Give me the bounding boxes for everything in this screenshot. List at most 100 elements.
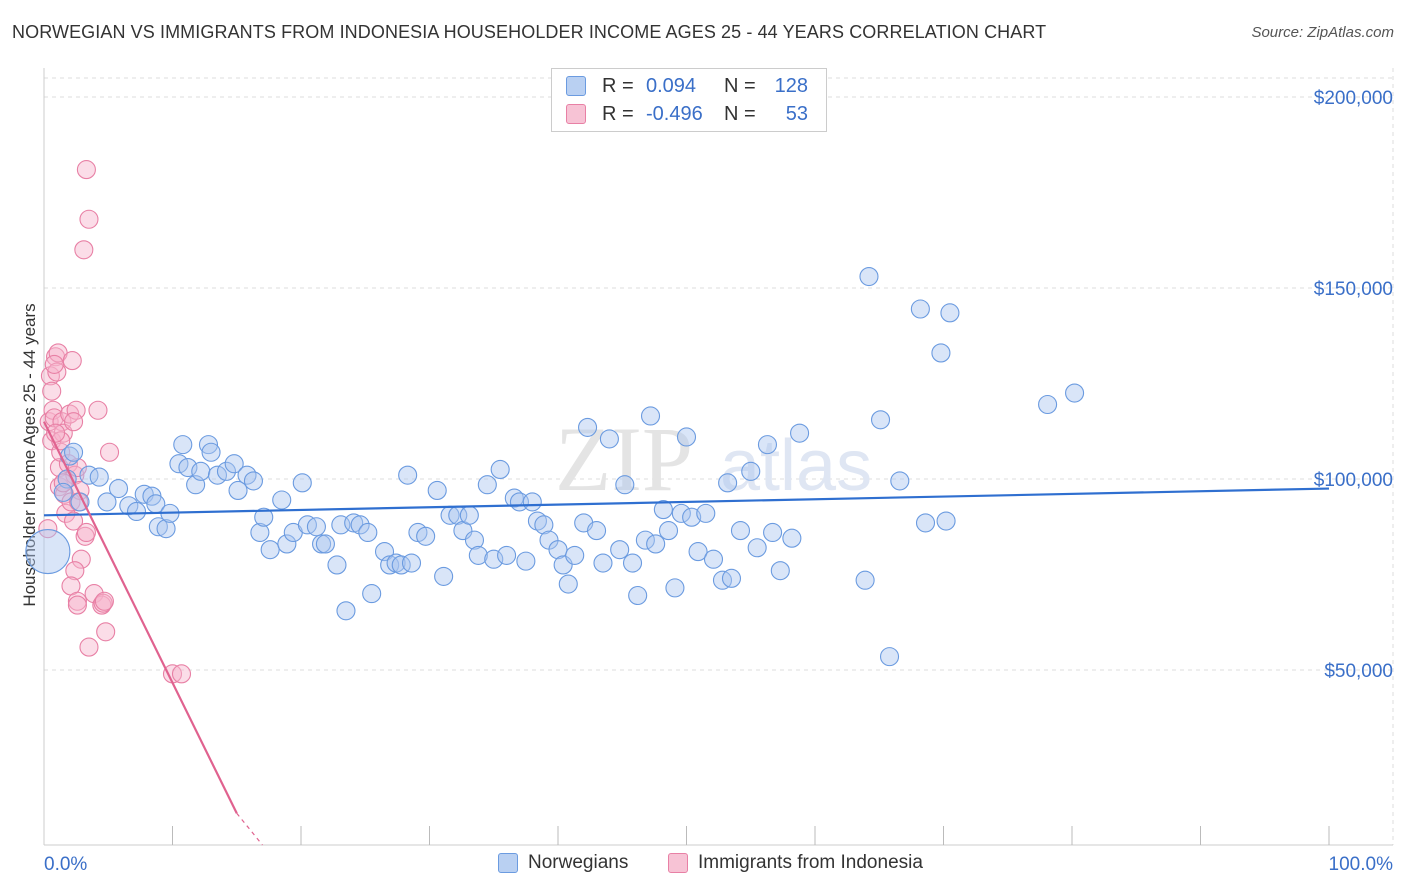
y-tick-label-2: $150,000 [1314, 279, 1393, 300]
norwegian-point [770, 561, 790, 581]
norwegian-point [879, 647, 900, 667]
norwegian-point [534, 515, 554, 535]
norwegian-point [790, 423, 810, 443]
watermark-zip: ZIP [555, 408, 693, 510]
norwegian-point [665, 578, 685, 598]
legend-swatch-indonesia [566, 104, 586, 124]
norwegian-point [548, 540, 568, 560]
watermark-atlas: atlas [720, 426, 872, 506]
legend-row-norwegians: R = 0.094 N = 128 [566, 73, 808, 99]
trend-line-norwegians [43, 487, 1330, 517]
norwegian-point [243, 471, 264, 491]
norwegian-point [315, 534, 335, 554]
x-tick-labels: 0.0% 100.0% [44, 854, 1393, 875]
norwegian-point [53, 482, 73, 502]
norwegian-point [477, 475, 497, 495]
norwegian-point [688, 542, 708, 562]
norwegian-point [682, 507, 702, 527]
norwegian-point [468, 545, 488, 565]
indonesia-point [88, 400, 108, 420]
norwegian-point [870, 410, 891, 430]
watermark: ZIP atlas [555, 408, 872, 510]
norwegian-point [763, 522, 783, 543]
norwegian-point [522, 492, 542, 512]
norwegian-point [380, 555, 400, 575]
chart-title: NORWEGIAN VS IMMIGRANTS FROM INDONESIA H… [12, 22, 1047, 42]
norwegian-point [201, 442, 221, 462]
indonesia-point [171, 664, 192, 684]
norwegian-point [427, 480, 447, 501]
legend-row-indonesia: R = -0.496 N = 53 [566, 101, 808, 127]
legend-r-value: -0.496 [646, 102, 703, 125]
norwegian-point [89, 467, 109, 487]
norwegian-point [254, 507, 274, 527]
indonesia-point [65, 561, 85, 581]
norwegian-point [586, 521, 607, 541]
norwegian-point [272, 490, 292, 510]
indonesia-point [67, 595, 87, 615]
norwegian-point [490, 459, 510, 480]
indonesia-point [42, 381, 62, 401]
indonesia-point [64, 511, 84, 531]
norwegian-point [599, 429, 619, 449]
norwegian-point [782, 528, 802, 548]
norwegian-point [416, 526, 436, 546]
y-tick-label-1: $100,000 [1314, 470, 1393, 491]
norwegian-point [484, 549, 504, 569]
norwegian-point [671, 503, 691, 523]
legend-n-value: 128 [774, 74, 808, 97]
points-indonesia [38, 160, 192, 684]
norwegian-point [696, 503, 716, 523]
series-swatch-indonesia [668, 853, 688, 873]
series-legend-norwegians: Norwegians [498, 852, 628, 874]
norwegian-point [578, 417, 598, 437]
indonesia-point [94, 591, 114, 611]
norwegian-point [915, 513, 936, 533]
series-legend: Norwegians Immigrants from Indonesia [0, 852, 1406, 876]
norwegian-point [228, 480, 248, 501]
norwegian-point [398, 465, 418, 485]
norwegian-point [676, 427, 697, 447]
norwegian-point [622, 553, 643, 573]
axes [43, 68, 1393, 846]
indonesia-point [79, 209, 99, 229]
norwegian-point [859, 266, 879, 287]
source-credit: Source: ZipAtlas.com [1251, 24, 1394, 41]
norwegian-point [306, 517, 326, 537]
norwegian-point [292, 473, 312, 493]
norwegian-point [1038, 394, 1058, 415]
norwegian-point [931, 343, 951, 363]
indonesia-point [96, 622, 116, 642]
y-tick-labels: $50,000 $100,000 $150,000 $200,000 [1314, 88, 1393, 682]
series-label-norwegians: Norwegians [528, 852, 629, 873]
norwegian-point [890, 471, 910, 491]
x-ticks [172, 826, 1330, 845]
norwegian-point [148, 517, 168, 537]
x-tick-label-max: 100.0% [1329, 854, 1394, 875]
norwegian-point [936, 511, 956, 531]
indonesia-point [44, 354, 64, 374]
norwegian-point [434, 566, 454, 586]
stats-legend: R = 0.094 N = 128 R = -0.496 N = 53 [551, 68, 827, 132]
norwegian-point [362, 584, 382, 604]
legend-swatch-norwegians [566, 76, 586, 96]
indonesia-point [79, 637, 99, 657]
norwegian-point [516, 551, 536, 571]
norwegian-point [646, 534, 666, 554]
norwegian-point [703, 549, 724, 569]
indonesia-point [76, 522, 96, 543]
points-norwegians [25, 266, 1085, 667]
norwegian-point [198, 435, 219, 455]
series-legend-indonesia: Immigrants from Indonesia [668, 852, 923, 874]
norwegian-point [653, 500, 673, 520]
indonesia-point [38, 519, 58, 539]
indonesia-point [47, 362, 67, 382]
norwegian-point [558, 574, 578, 594]
norwegian-point [747, 538, 767, 558]
norwegian-point [504, 488, 524, 508]
norwegian-point [250, 522, 270, 543]
norwegian-point [635, 530, 655, 550]
indonesia-point [99, 442, 120, 462]
norwegian-point [610, 540, 630, 560]
norwegian-point [358, 522, 378, 543]
